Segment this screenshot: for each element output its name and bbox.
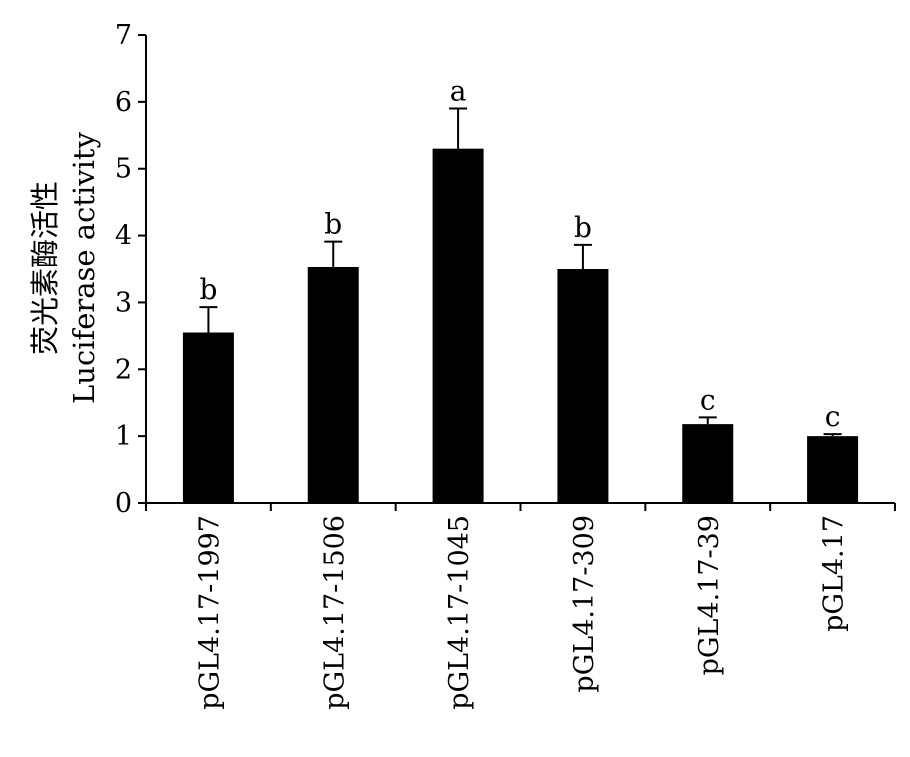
x-category-label: pGL4.17-1997 [194, 515, 225, 710]
bar [557, 269, 609, 503]
significance-label: a [450, 75, 467, 108]
labels-layer: b pGL4.17-1997 b pGL4.17-1506 a pGL4.17-1045 b… [194, 75, 849, 710]
y-axis-title: 荧光素酶活性 [28, 181, 62, 355]
bar [432, 148, 484, 503]
significance-label: b [574, 211, 592, 244]
bar [807, 436, 859, 503]
bar [307, 266, 359, 503]
x-category-label: pGL4.17-39 [694, 515, 725, 675]
significance-label: c [700, 383, 716, 416]
y-tick-label: 6 [115, 87, 132, 118]
y-tick-label: 7 [115, 20, 132, 51]
x-category-label: pGL4.17-1506 [319, 515, 350, 710]
significance-label: c [825, 400, 841, 433]
x-category-label: pGL4.17-1045 [444, 515, 475, 710]
y-tick-label: 4 [115, 221, 132, 252]
significance-label: b [324, 208, 342, 241]
y-tick-label: 5 [115, 154, 132, 185]
y-tick-label: 3 [115, 287, 132, 318]
y-tick-label: 2 [115, 354, 132, 385]
y-axis-title-cn: 荧光素酶活性 [28, 181, 62, 355]
x-category-label: pGL4.17-309 [569, 515, 600, 693]
y-tick-label: 0 [115, 488, 132, 519]
significance-label: b [199, 273, 217, 306]
y-axis-title-en: Luciferase activity [67, 131, 101, 404]
axes-layer: 0 1 2 3 4 5 6 7 [115, 20, 896, 519]
y-axis-title-en-group: Luciferase activity [67, 131, 101, 404]
bar [682, 424, 734, 503]
y-tick-label: 1 [115, 421, 132, 452]
bars-layer [182, 107, 859, 503]
bar [182, 332, 234, 503]
x-category-label: pGL4.17 [819, 515, 850, 632]
